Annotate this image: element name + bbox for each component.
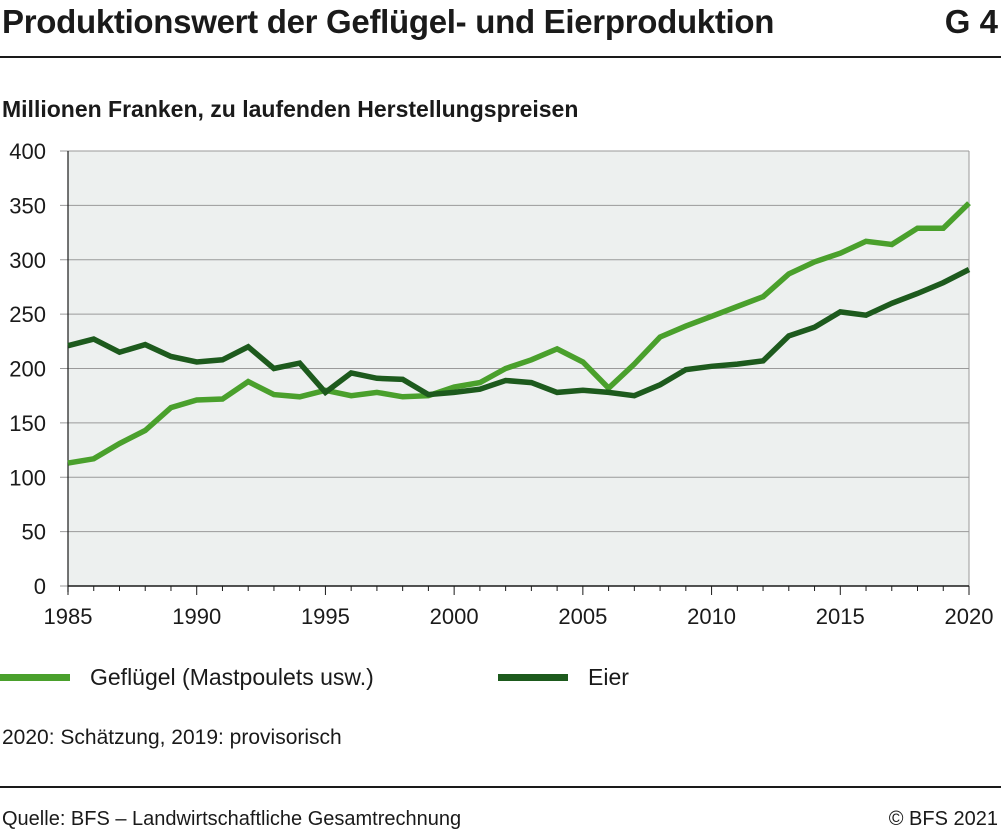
- legend-label-gefluegel: Geflügel (Mastpoulets usw.): [90, 663, 374, 690]
- top-rule: [0, 56, 1001, 58]
- y-tick-label-300: 300: [9, 248, 46, 273]
- chart-subtitle: Millionen Franken, zu laufenden Herstell…: [2, 96, 579, 122]
- x-tick-label-2010: 2010: [687, 604, 736, 629]
- x-tick-label-2020: 2020: [945, 604, 994, 629]
- y-tick-label-100: 100: [9, 465, 46, 490]
- series-line-gefluegel: [67, 201, 971, 466]
- chart-code: G 4: [944, 3, 998, 40]
- line-chart: 0 50 100 150 200 250 300 350 400 1985 1990 1995 2000…: [9, 139, 994, 629]
- legend-item-gefluegel: Geflügel (Mastpoulets usw.): [0, 660, 374, 694]
- chart-title: Produktionswert der Geflügel- und Eierpr…: [2, 3, 775, 40]
- footnote: 2020: Schätzung, 2019: provisorisch: [2, 726, 342, 749]
- legend-item-eier: Eier: [498, 660, 629, 694]
- legend-swatch-gefluegel: [0, 673, 70, 681]
- y-tick-label-350: 350: [9, 193, 46, 218]
- legend-label-eier: Eier: [588, 663, 629, 690]
- y-tick-label-150: 150: [9, 411, 46, 436]
- y-tick-label-0: 0: [34, 574, 46, 599]
- x-tick-label-2000: 2000: [430, 604, 479, 629]
- x-tick-label-2005: 2005: [558, 604, 607, 629]
- x-tick-label-2015: 2015: [816, 604, 865, 629]
- bottom-rule: [0, 786, 1001, 788]
- y-tick-label-50: 50: [22, 520, 46, 545]
- series-line-eier: [67, 267, 971, 399]
- x-tick-label-1990: 1990: [172, 604, 221, 629]
- y-tick-label-250: 250: [9, 302, 46, 327]
- x-tick-label-1985: 1985: [44, 604, 93, 629]
- x-tick-label-1995: 1995: [301, 604, 350, 629]
- y-tick-label-200: 200: [9, 357, 46, 382]
- y-tick-label-400: 400: [9, 139, 46, 164]
- legend-swatch-eier: [498, 673, 568, 681]
- copyright-text: © BFS 2021: [888, 808, 998, 830]
- source-text: Quelle: BFS – Landwirtschaftliche Gesamt…: [2, 808, 462, 830]
